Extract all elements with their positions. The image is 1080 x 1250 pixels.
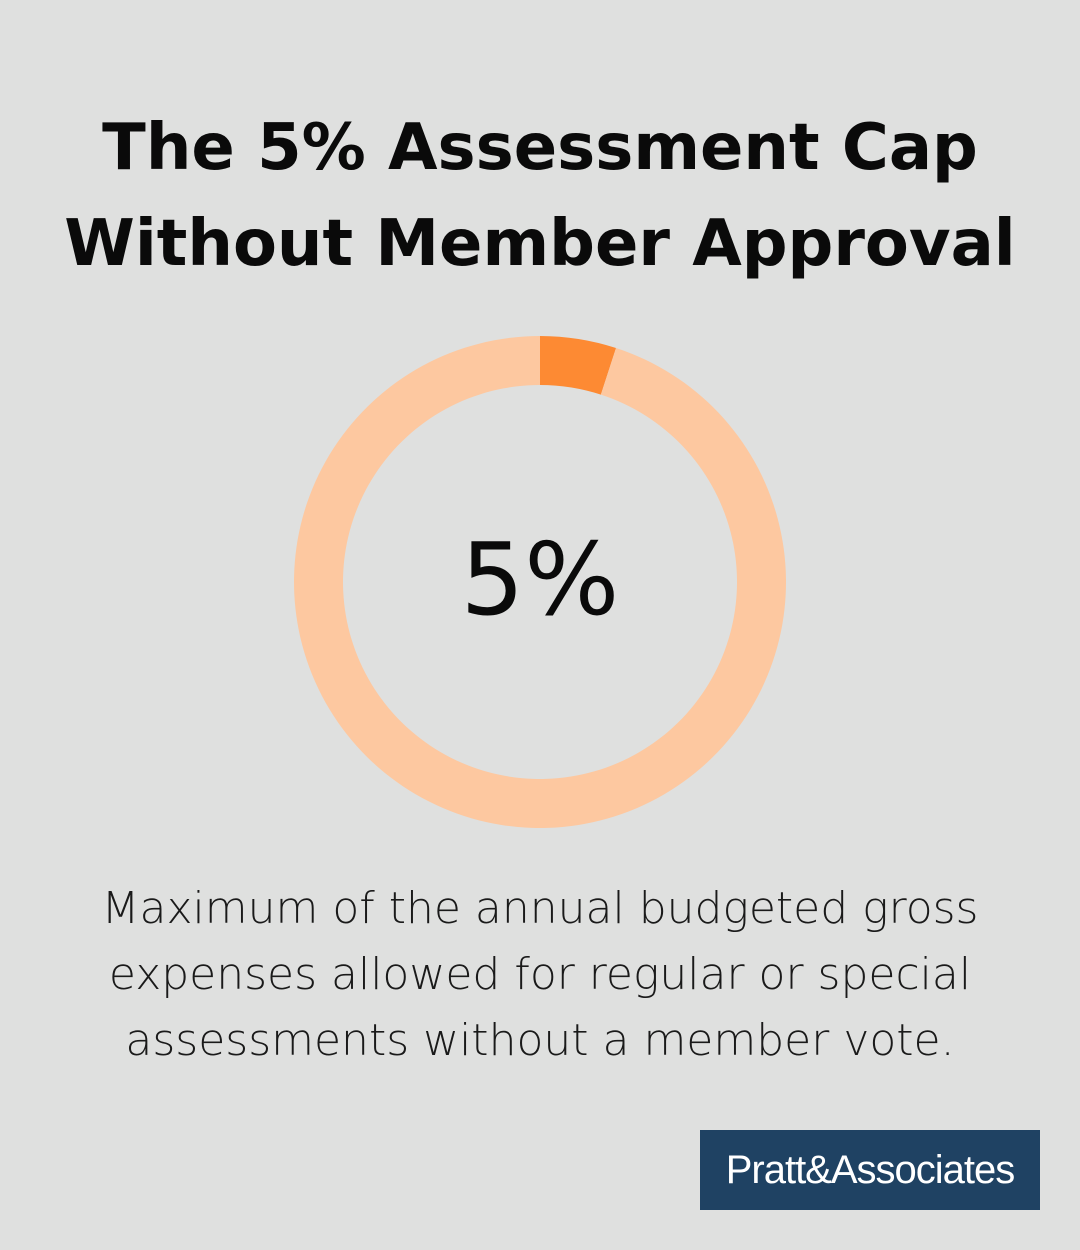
- chart-title: The 5% Assessment Cap Without Member App…: [0, 100, 1080, 292]
- slice-highlight: [540, 336, 617, 395]
- description-line-2: expenses allowed for regular or special: [108, 949, 972, 1000]
- title-line-2: Without Member Approval: [64, 207, 1016, 281]
- description-line-3: assessments without a member vote.: [125, 1015, 955, 1066]
- pratt-associates-logo: Pratt&Associates: [700, 1130, 1040, 1210]
- title-line-1: The 5% Assessment Cap: [102, 111, 978, 185]
- donut-chart: [294, 336, 786, 828]
- description-line-1: Maximum of the annual budgeted gross: [101, 883, 979, 934]
- center-label: 5%: [460, 521, 620, 638]
- description: Maximum of the annual budgeted gross exp…: [60, 876, 1020, 1074]
